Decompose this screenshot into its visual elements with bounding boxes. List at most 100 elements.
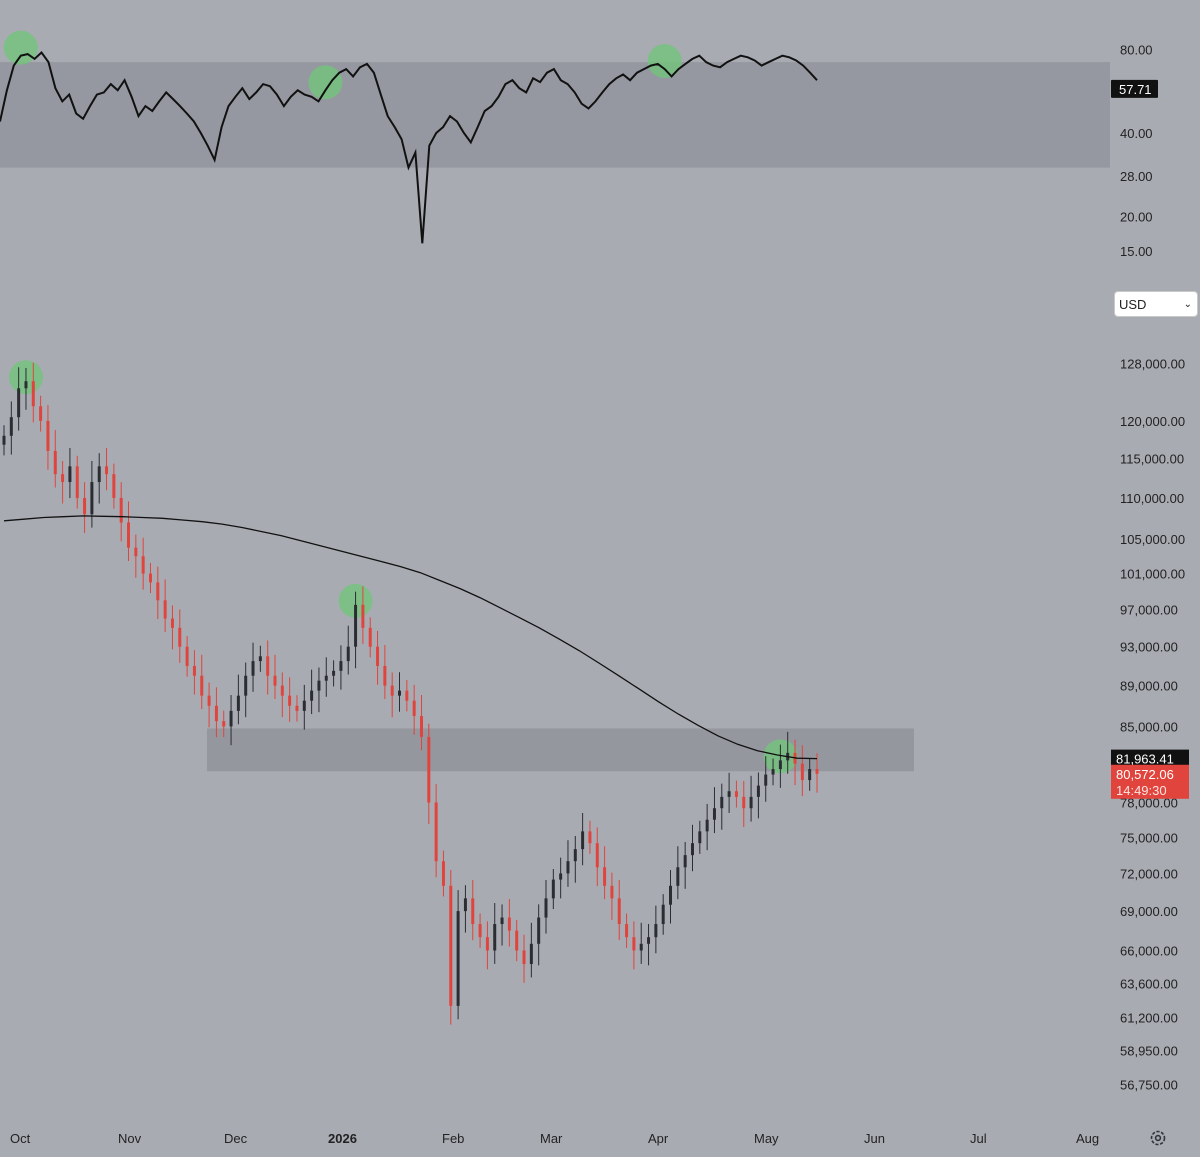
candle [390,672,394,718]
candle [734,780,738,808]
price-tick-label: 85,000.00 [1120,719,1178,734]
candle-body [676,867,680,886]
candle-body [449,885,453,1006]
candle-body [163,600,167,619]
candle-body [2,435,6,445]
candle-body [17,388,21,418]
candle [419,695,423,751]
candle-body [647,937,651,944]
candle-body [236,695,240,711]
candle [647,923,651,966]
candle [288,677,292,722]
candle [141,537,145,590]
candle-body [156,582,160,601]
candle-body [390,685,394,696]
candle [625,913,629,948]
candle [361,586,365,644]
x-tick-label: May [754,1131,779,1146]
candle [705,803,709,851]
oscillator-marker-3 [647,44,682,79]
candle [332,660,336,687]
candle-body [83,497,87,515]
candle [207,682,211,728]
candle-body [573,849,577,862]
candle-body [229,710,233,727]
candle [251,642,255,692]
candle [83,482,87,534]
candle [280,672,284,718]
candle-body [815,769,819,774]
candle [588,820,592,854]
candle-body [295,705,299,711]
candle-body [46,420,50,451]
candle [661,894,665,935]
candle [266,640,270,695]
candle-body [214,705,218,722]
candle-body [698,831,702,844]
candle [478,913,482,948]
candle-body [90,482,94,515]
candle [522,934,526,983]
candle-body [119,497,123,523]
candle-body [97,466,101,483]
candle-body [610,885,614,899]
candle [90,461,94,528]
candle-body [529,943,533,965]
candle [815,753,819,793]
candle [170,605,174,650]
candle [346,625,350,675]
oscillator-tick-label: 20.00 [1120,209,1153,224]
price-tick-label: 56,750.00 [1120,1077,1178,1092]
candle-body [185,646,189,666]
currency-dropdown[interactable]: USD ⌄ [1114,291,1198,317]
candle-body [522,950,526,965]
candle-body [266,656,270,676]
candle [449,870,453,1025]
candle [405,680,409,712]
candle-body [705,819,709,832]
price-tick-label: 75,000.00 [1120,830,1178,845]
candle [24,368,28,410]
candle [2,425,6,456]
candle [200,654,204,710]
candle-body [368,627,372,647]
candle [720,783,724,830]
candle-body [112,474,116,498]
candle-body [588,831,592,844]
candle [31,362,35,423]
x-tick-label: Aug [1076,1131,1099,1146]
candle [771,758,775,786]
candle-body [324,675,328,681]
candle-body [105,466,109,475]
candle-body [192,665,196,676]
candle [690,824,694,872]
candle-body [661,904,665,925]
candle [354,591,358,669]
candle-body [339,661,343,671]
candle [368,617,372,658]
gear-icon[interactable] [1148,1128,1168,1148]
candle-body [61,474,65,483]
price-tick-label: 128,000.00 [1120,357,1185,372]
price-tick-label: 105,000.00 [1120,532,1185,547]
price-tick-label: 78,000.00 [1120,796,1178,811]
candle [800,745,804,797]
candle [756,772,760,819]
candle-body [244,675,248,696]
x-tick-label: Jun [864,1131,885,1146]
candle [222,710,226,738]
candle [749,775,753,822]
candle-body [434,802,438,862]
candle [595,827,599,887]
candle [68,447,72,499]
candle-body [280,685,284,696]
candle [156,566,160,620]
oscillator-line [0,50,818,244]
candle-body [559,873,563,880]
candle-body [24,381,28,389]
candle-body [68,466,72,483]
price-tick-label: 66,000.00 [1120,943,1178,958]
candle-body [405,690,409,701]
candle-body [742,796,746,809]
